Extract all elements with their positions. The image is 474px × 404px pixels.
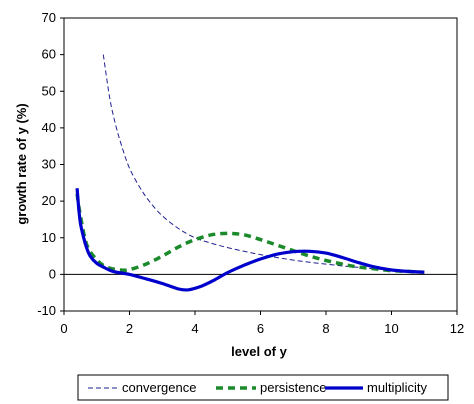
legend: convergence persistence multiplicity [77, 374, 449, 401]
legend-label-convergence: convergence [122, 380, 196, 395]
y-tick-label: 40 [42, 120, 56, 135]
y-tick-label: 30 [42, 157, 56, 172]
plot-frame [63, 17, 458, 312]
x-tick-label: 8 [322, 321, 329, 336]
x-tick-label: 4 [191, 321, 198, 336]
series-line-convergence [102, 54, 425, 273]
plot-area [60, 17, 458, 315]
x-tick-label: 12 [450, 321, 464, 336]
y-tick-label: 60 [42, 47, 56, 62]
x-tick-label: 0 [60, 321, 67, 336]
x-axis-title: level of y [231, 344, 287, 359]
x-tick-label: 10 [384, 321, 398, 336]
y-tick-label: 20 [42, 193, 56, 208]
y-tick-label: 50 [42, 83, 56, 98]
chart-marks [75, 54, 425, 292]
tick-labels: -10 0 10 20 30 40 50 60 70 0 2 4 6 8 10 12 [37, 10, 464, 336]
legend-box [77, 374, 449, 401]
legend-label-multiplicity: multiplicity [367, 380, 427, 395]
y-tick-label: -10 [37, 303, 56, 318]
legend-label-persistence: persistence [260, 380, 326, 395]
y-axis-title: growth rate of y (%) [14, 103, 29, 224]
x-tick-label: 6 [257, 321, 264, 336]
y-tick-label: 70 [42, 10, 56, 25]
y-tick-label: 0 [49, 266, 56, 281]
x-tick-label: 2 [126, 321, 133, 336]
y-tick-label: 10 [42, 230, 56, 245]
series-line-multiplicity [75, 188, 425, 292]
